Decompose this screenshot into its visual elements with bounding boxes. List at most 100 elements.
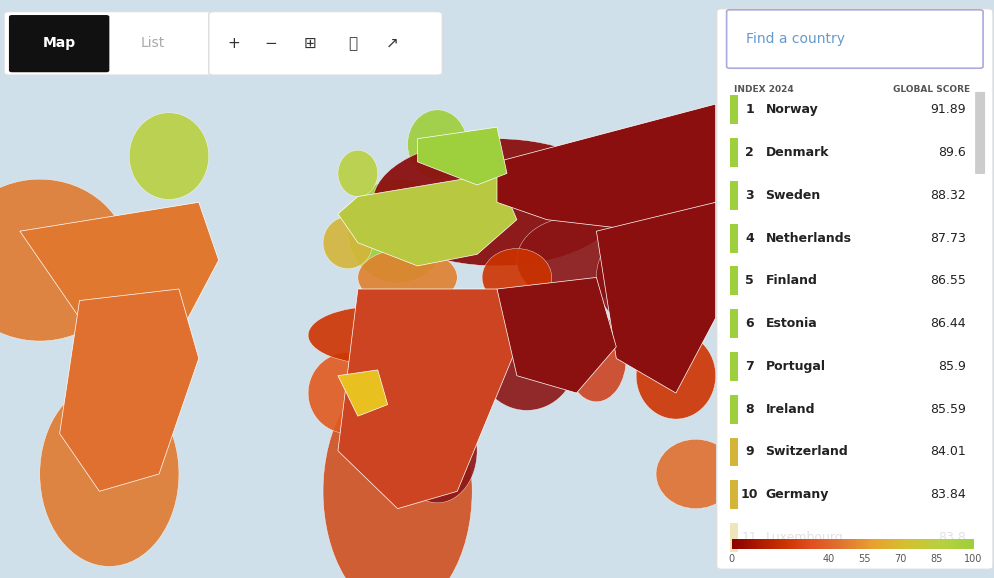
Bar [952,539,955,549]
Bar [844,539,846,549]
Bar [732,539,734,549]
Text: Sweden: Sweden [765,189,821,202]
Bar [911,539,913,549]
Ellipse shape [0,179,129,341]
Bar [889,539,891,549]
Bar [781,539,783,549]
Bar [771,539,773,549]
Bar [891,539,894,549]
Bar [787,539,789,549]
Bar [764,539,766,549]
Text: 5: 5 [746,275,753,287]
Bar [767,539,770,549]
Bar [851,539,853,549]
Bar [811,539,813,549]
Bar [826,539,828,549]
Bar [862,539,864,549]
Bar [885,539,888,549]
Bar [780,539,782,549]
Bar [748,539,750,549]
Bar [905,539,907,549]
Bar [789,539,792,549]
Bar [915,539,917,549]
Bar [944,539,946,549]
Text: −: − [264,36,276,51]
Bar [924,539,927,549]
Text: 6: 6 [746,317,753,330]
Bar [730,480,738,509]
Bar [945,539,947,549]
Bar [939,539,941,549]
Text: 9: 9 [746,446,753,458]
FancyBboxPatch shape [717,9,993,569]
Bar [737,539,739,549]
Text: Portugal: Portugal [765,360,825,373]
Bar [843,539,845,549]
Bar [730,395,738,424]
Bar [730,523,738,552]
Bar [766,539,768,549]
Bar [912,539,914,549]
Bar [874,539,877,549]
Bar [895,539,897,549]
Bar [882,539,884,549]
Text: GLOBAL SCORE: GLOBAL SCORE [893,85,970,94]
Bar [962,539,964,549]
Bar [969,539,972,549]
Bar [798,539,800,549]
Ellipse shape [596,225,696,329]
Bar [933,539,935,549]
Bar [784,539,787,549]
Text: INDEX 2024: INDEX 2024 [734,85,793,94]
Bar [916,539,918,549]
Bar [958,539,961,549]
Text: 88.32: 88.32 [930,189,966,202]
Bar [968,539,970,549]
Bar [747,539,749,549]
Text: 83.8: 83.8 [938,531,966,544]
Ellipse shape [323,217,373,269]
Bar [896,539,898,549]
Bar [793,539,795,549]
Text: 83.84: 83.84 [930,488,966,501]
Bar [857,539,860,549]
Bar [879,539,881,549]
Bar [775,539,777,549]
Ellipse shape [567,315,626,402]
Bar [849,539,851,549]
Text: Finland: Finland [765,275,817,287]
Bar [861,539,863,549]
Bar [927,539,929,549]
Bar [867,539,869,549]
Bar [963,539,965,549]
Bar [848,539,850,549]
Bar [854,539,856,549]
Ellipse shape [477,306,577,410]
Bar [870,539,872,549]
Bar [935,539,938,549]
Bar [774,539,776,549]
Bar [932,539,934,549]
Bar [921,539,923,549]
Bar [763,539,765,549]
Bar [739,539,742,549]
Bar [783,539,785,549]
Bar [901,539,903,549]
Bar [971,539,973,549]
Bar [865,539,867,549]
Bar [845,539,847,549]
Text: 85: 85 [930,554,943,564]
Bar [910,539,911,549]
Bar [730,224,738,253]
Bar [730,95,738,124]
Bar [866,539,868,549]
Bar [833,539,835,549]
Bar [956,539,958,549]
Bar [920,539,922,549]
Text: 91.89: 91.89 [930,103,966,116]
Bar [772,539,775,549]
Polygon shape [60,289,199,491]
Bar [949,539,951,549]
Bar [966,539,968,549]
Bar [795,539,798,549]
